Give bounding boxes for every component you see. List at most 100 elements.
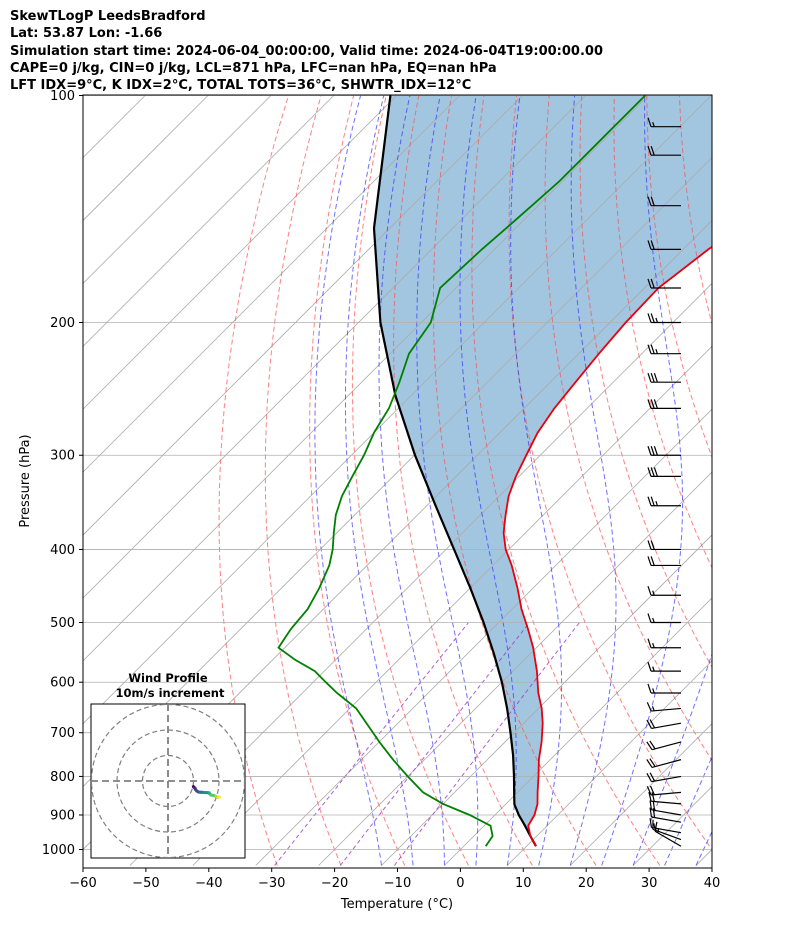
isotherm-line [255, 408, 712, 866]
wind-barb [647, 467, 681, 477]
wind-barb [647, 683, 681, 694]
wind-barb [647, 117, 681, 128]
y-tick-label: 400 [50, 543, 75, 558]
wind-barb [647, 446, 681, 456]
x-tick-label: 10 [515, 876, 532, 891]
dry-adiabat [777, 96, 794, 866]
y-tick-label: 300 [50, 449, 75, 464]
isotherm-line [83, 95, 649, 662]
isotherm-line [759, 96, 794, 866]
wind-barb [646, 719, 682, 730]
hodograph-inset: Wind Profile 10m/s increment [90, 671, 246, 859]
temperature-profile-line [502, 245, 712, 847]
dry-adiabat [508, 95, 712, 851]
wind-barb [646, 702, 682, 712]
x-tick-label: −30 [258, 876, 285, 891]
wind-barbs [646, 117, 682, 847]
x-axis-label: Temperature (°C) [340, 897, 453, 912]
dry-adiabat [351, 95, 469, 866]
mixing-ratio-lines [274, 622, 580, 866]
x-tick-label: 0 [456, 876, 464, 891]
wind-barb [646, 785, 682, 796]
x-tick-label: 20 [578, 876, 595, 891]
isotherm-line [83, 95, 272, 284]
isotherm-line [0, 96, 82, 866]
dry-adiabat [646, 95, 712, 459]
hodograph-subtitle: 10m/s increment [116, 686, 225, 700]
isotherm-line [507, 660, 712, 866]
index-line: LFT IDX=9°C, K IDX=2°C, TOTAL TOTS=36°C,… [10, 78, 472, 94]
wind-barb [647, 613, 681, 624]
isotherm-line [318, 471, 712, 866]
cape-cin-area [374, 95, 712, 847]
isotherm-line [83, 95, 397, 410]
moist-adiabat [664, 755, 712, 866]
y-tick-label: 800 [50, 770, 75, 785]
dry-adiabat [544, 95, 712, 762]
isotherm-lines [0, 95, 794, 866]
isotherm-line [192, 345, 712, 866]
wind-barb [647, 196, 681, 207]
isotherm-line [444, 597, 712, 866]
isotherm-line [83, 95, 460, 473]
dry-adiabat [309, 95, 406, 866]
isotherm-line [83, 95, 586, 599]
isotherm-line [381, 534, 712, 866]
y-tick-label: 900 [50, 808, 75, 823]
wind-barb [649, 818, 682, 834]
dry-adiabat [471, 95, 661, 866]
wind-barb [647, 240, 681, 251]
wind-barb [647, 313, 681, 324]
mixing-ratio-line [339, 622, 530, 866]
dry-adiabat [218, 95, 289, 866]
y-axis-label: Pressure (hPa) [18, 434, 33, 527]
wind-barb [649, 800, 682, 816]
moist-adiabat [416, 95, 479, 866]
wind-barb [646, 758, 682, 768]
wind-barb [647, 278, 681, 289]
x-tick-label: −60 [69, 876, 96, 891]
wind-barb [646, 740, 682, 751]
y-tick-label: 500 [50, 616, 75, 631]
wind-barb [647, 399, 681, 409]
y-axis: 100 200 300 400 500 600 700 800 900 1000 [42, 89, 83, 858]
wind-barb [647, 146, 681, 156]
moist-adiabat [569, 95, 617, 866]
x-tick-label: −40 [195, 876, 222, 891]
y-tick-label: 600 [50, 676, 75, 691]
wind-barb [647, 496, 681, 507]
moist-adiabat [728, 96, 794, 866]
isotherm-line [83, 95, 523, 536]
moist-adiabat [345, 95, 414, 866]
x-tick-label: 30 [641, 876, 658, 891]
dry-adiabat [264, 95, 342, 866]
isotherm-line [83, 95, 712, 725]
x-axis: −60 −50 −40 −30 −20 −10 0 10 20 30 40 [69, 868, 720, 891]
moist-adiabat [314, 95, 382, 866]
cape-shading [374, 95, 712, 847]
isotherm-line [0, 96, 19, 866]
wind-barb [647, 661, 681, 672]
parcel-profile-line [372, 95, 537, 847]
moist-adiabat [759, 96, 794, 866]
y-tick-label: 200 [50, 316, 75, 331]
wind-barb [646, 772, 682, 783]
moist-adiabat [378, 95, 445, 866]
wind-barb [647, 638, 681, 649]
hodograph-title: Wind Profile [128, 671, 208, 685]
sounding-profiles [277, 95, 712, 847]
isotherm-line [569, 723, 712, 866]
x-tick-label: −20 [321, 876, 348, 891]
dry-adiabat [579, 95, 712, 669]
wind-barb [647, 372, 681, 383]
wind-barb [647, 344, 681, 355]
wind-barb [647, 586, 681, 596]
wind-barb [647, 540, 681, 551]
y-tick-label: 100 [50, 89, 75, 104]
y-tick-label: 1000 [42, 843, 75, 858]
dry-adiabat [711, 95, 712, 103]
time-line: Simulation start time: 2024-06-04_00:00:… [10, 43, 603, 59]
hodograph-ring [91, 704, 245, 858]
mixing-ratio-line [393, 622, 580, 866]
